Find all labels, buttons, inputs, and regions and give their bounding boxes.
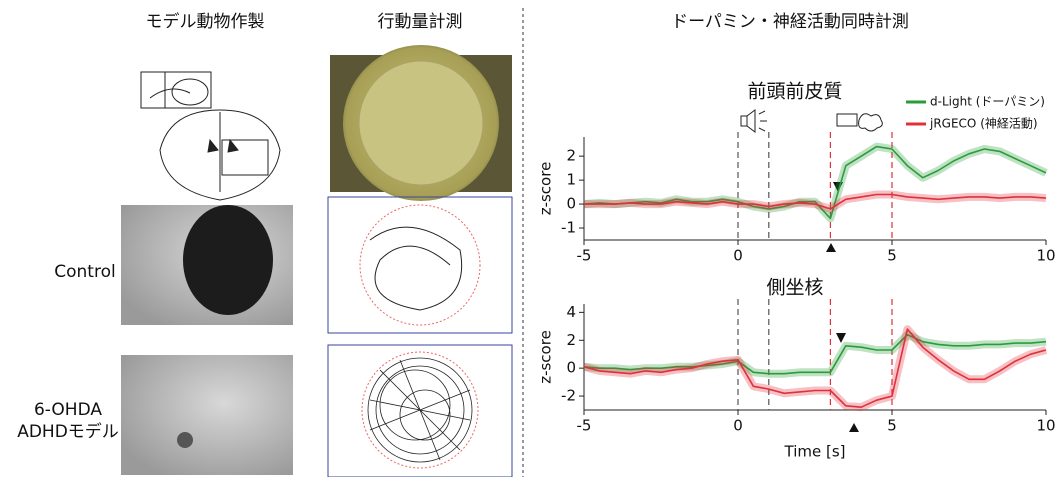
stain <box>183 205 273 315</box>
series-line <box>584 193 1047 210</box>
track <box>369 226 463 311</box>
brain-diagram <box>140 71 281 201</box>
arrow <box>849 423 859 432</box>
air-puff-icon <box>836 113 883 132</box>
series-line <box>583 333 1047 375</box>
x-tick-label: 10 <box>1036 417 1055 435</box>
y-tick-label: 2 <box>566 331 576 349</box>
header: ドーパミン・神経活動同時計測 <box>671 12 909 32</box>
track-box <box>327 196 513 334</box>
track-arena <box>361 351 479 469</box>
series-line <box>583 328 1047 408</box>
x-tick-label: 5 <box>887 247 897 265</box>
header: モデル動物作製 <box>146 11 265 32</box>
y-axis-label: z-score <box>537 162 555 216</box>
y-tick-label: 2 <box>566 147 576 165</box>
arrow <box>826 243 836 252</box>
row-label: 6-OHDA <box>34 400 102 420</box>
series-line <box>583 145 1047 220</box>
chart-title: 前頭前皮質 <box>747 81 842 103</box>
y-axis-label: z-score <box>537 330 555 384</box>
row-label: ADHDモデル <box>17 421 119 442</box>
y-tick-label: 1 <box>566 171 576 189</box>
y-tick-label: -2 <box>561 387 576 405</box>
row-label: Control <box>54 262 115 282</box>
x-tick-label: 0 <box>733 417 743 435</box>
y-tick-label: 4 <box>566 303 576 321</box>
arrow <box>836 333 846 343</box>
header: 行動量計測 <box>378 12 463 32</box>
x-tick-label: -5 <box>577 417 592 435</box>
micrograph <box>121 355 293 475</box>
y-tick-label: -1 <box>561 219 576 237</box>
x-tick-label: 5 <box>887 417 897 435</box>
track-arena <box>359 204 481 326</box>
speaker-icon <box>740 109 767 133</box>
legend-label: jRGECO (神経活動) <box>929 117 1038 131</box>
series-band <box>582 325 1048 412</box>
chart-title: 側坐核 <box>766 277 823 299</box>
y-tick-label: 0 <box>566 359 576 377</box>
y-tick-label: 0 <box>566 195 576 213</box>
track <box>367 357 473 463</box>
legend-label: d-Light (ドーパミン) <box>930 95 1045 109</box>
x-tick-label: 0 <box>733 247 743 265</box>
x-tick-label: 10 <box>1036 247 1055 265</box>
arena-floor <box>358 60 484 186</box>
x-tick-label: -5 <box>577 247 592 265</box>
stain <box>177 432 193 448</box>
x-axis-label: Time [s] <box>784 443 846 461</box>
